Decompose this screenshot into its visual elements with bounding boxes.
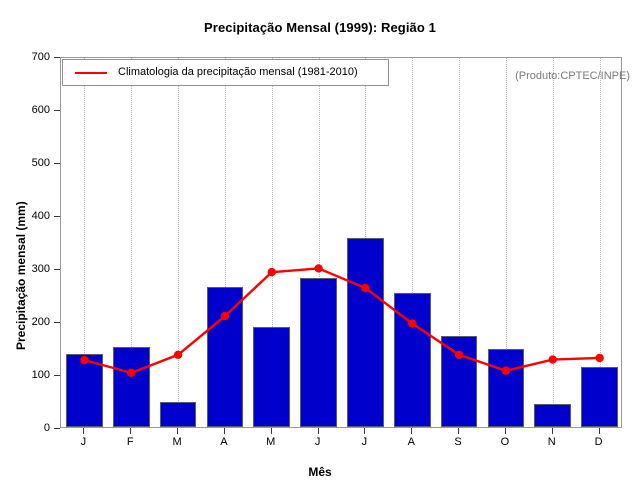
x-tick-mark xyxy=(83,428,85,434)
gridline-vertical xyxy=(178,58,180,427)
gridline-vertical xyxy=(318,58,321,427)
x-axis-label: Mês xyxy=(308,465,332,479)
x-tick-mark xyxy=(177,428,179,434)
gridline-vertical xyxy=(412,58,414,427)
y-tick-mark xyxy=(54,375,60,376)
y-tick-label: 200 xyxy=(31,316,50,328)
legend-item-label: Climatologia da precipitação mensal (198… xyxy=(118,66,358,78)
plot-inner xyxy=(61,58,621,427)
x-tick-label-7: A xyxy=(407,436,415,448)
gridline-vertical xyxy=(271,58,274,427)
legend-line-icon xyxy=(75,72,107,74)
legend: Climatologia da precipitação mensal (198… xyxy=(62,59,389,86)
bar-m-2 xyxy=(159,401,197,427)
y-tick-mark xyxy=(54,269,60,270)
y-axis-label: Precipitação mensal (mm) xyxy=(14,201,28,350)
bar-a-7 xyxy=(393,292,431,427)
y-tick-mark xyxy=(54,322,60,323)
bar-n-10 xyxy=(534,404,571,427)
bar-m-4 xyxy=(253,326,290,427)
gridline-vertical xyxy=(84,58,86,427)
plot-area xyxy=(60,57,622,428)
y-tick-label: 600 xyxy=(31,104,50,116)
y-tick-label: 500 xyxy=(31,157,50,169)
y-tick-label: 0 xyxy=(43,422,50,434)
x-tick-label-9: O xyxy=(500,436,510,448)
bar-o-9 xyxy=(487,348,525,427)
y-tick-label: 700 xyxy=(31,51,50,63)
x-tick-mark xyxy=(411,428,413,434)
source-annotation: (Produto:CPTEC/INPE) xyxy=(515,70,630,82)
x-tick-label-3: A xyxy=(220,436,228,448)
x-tick-label-1: F xyxy=(126,436,134,448)
bar-d-11 xyxy=(581,366,618,427)
x-tick-label-10: N xyxy=(547,436,556,448)
x-tick-label-11: D xyxy=(594,436,603,448)
bar-s-8 xyxy=(440,335,478,427)
gridline-vertical xyxy=(599,58,602,427)
y-tick-label: 100 xyxy=(31,369,50,381)
gridline-vertical xyxy=(224,58,227,427)
x-tick-label-6: J xyxy=(361,436,368,448)
y-tick-mark xyxy=(54,428,60,429)
page-title: Precipitação Mensal (1999): Região 1 xyxy=(204,20,436,35)
y-tick-label: 300 xyxy=(31,263,50,275)
x-tick-mark xyxy=(364,428,366,434)
x-tick-label-8: S xyxy=(454,436,462,448)
x-tick-label-2: M xyxy=(172,436,182,448)
x-tick-mark xyxy=(223,428,225,434)
gridline-vertical xyxy=(505,58,508,427)
x-tick-mark xyxy=(130,428,132,434)
x-tick-mark xyxy=(598,428,600,434)
x-tick-mark xyxy=(270,428,272,434)
x-tick-mark xyxy=(317,428,319,434)
y-tick-mark xyxy=(54,216,60,217)
x-tick-mark xyxy=(551,428,553,434)
bar-j-6 xyxy=(347,238,384,427)
gridline-vertical xyxy=(459,58,461,427)
gridline-vertical xyxy=(552,58,555,427)
x-tick-label-5: J xyxy=(314,436,321,448)
bar-j-0 xyxy=(66,354,103,427)
x-tick-mark xyxy=(504,428,506,434)
x-tick-label-0: J xyxy=(80,436,87,448)
x-tick-mark xyxy=(458,428,460,434)
gridline-vertical xyxy=(131,58,133,427)
y-tick-mark xyxy=(54,110,60,111)
y-tick-mark xyxy=(54,163,60,164)
bar-j-5 xyxy=(300,278,337,427)
y-tick-mark xyxy=(54,57,60,58)
x-tick-label-4: M xyxy=(266,436,276,448)
bar-a-3 xyxy=(206,287,244,427)
bar-f-1 xyxy=(112,346,150,427)
y-tick-label: 400 xyxy=(31,210,50,222)
